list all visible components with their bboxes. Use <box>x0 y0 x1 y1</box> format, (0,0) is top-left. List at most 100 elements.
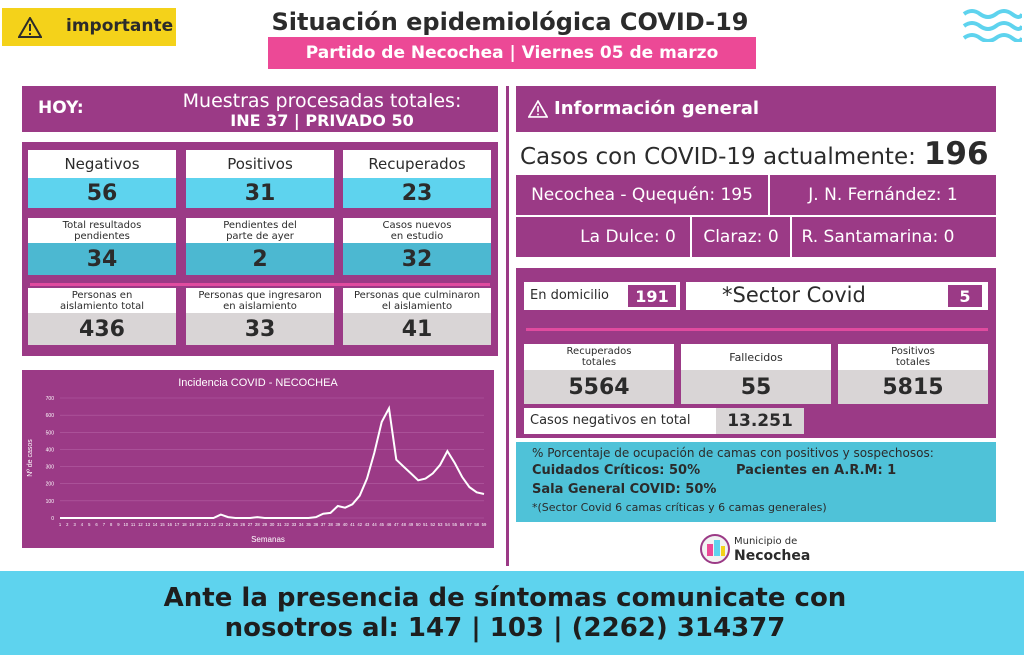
warning-icon <box>528 100 548 118</box>
chart-xtick-label: 10 <box>123 522 128 527</box>
chart-xtick-label: 24 <box>226 522 231 527</box>
chart-xtick-label: 4 <box>81 522 84 527</box>
hoy-panel: HOY: Muestras procesadas totales: INE 37… <box>22 86 498 132</box>
stat-ingresaron: Personas que ingresaron en aislamiento 3… <box>186 288 334 345</box>
muestras-values: INE 37 | PRIVADO 50 <box>230 111 414 130</box>
stat-value: 34 <box>28 243 176 275</box>
chart-xlabel: Semanas <box>251 535 285 544</box>
info-general-header: Información general <box>516 86 996 132</box>
chart-xtick-label: 44 <box>372 522 377 527</box>
stat-label-line: Pendientes del <box>223 219 297 231</box>
positivos-totales-label: Positivos totales <box>838 344 988 370</box>
chart-xtick-label: 40 <box>343 522 348 527</box>
positivos-totales-box: Positivos totales 5815 <box>838 344 988 404</box>
chart-grid <box>60 397 484 519</box>
stat-label-line: en aislamiento <box>223 300 297 312</box>
loc-necochea: Necochea - Quequén: 195 <box>531 185 753 205</box>
chart-xtick-label: 47 <box>394 522 399 527</box>
chart-xtick-label: 37 <box>321 522 326 527</box>
chart-ytick-label: 100 <box>46 499 55 505</box>
loc-santamarina: R. Santamarina: 0 <box>801 227 955 247</box>
stat-label-line: pendientes <box>74 230 130 242</box>
chart-xtick-label: 14 <box>153 522 158 527</box>
chart-xtick-label: 43 <box>365 522 370 527</box>
fallecidos-label: Fallecidos <box>729 350 783 364</box>
stat-value: 2 <box>186 243 334 275</box>
stat-negativos: Negativos 56 <box>28 150 176 208</box>
chart-xtick-label: 53 <box>438 522 443 527</box>
chart-xtick-label: 13 <box>145 522 150 527</box>
chart-xtick-label: 31 <box>277 522 282 527</box>
footer-line-2: nosotros al: 147 | 103 | (2262) 314377 <box>224 613 786 643</box>
footer-banner: Ante la presencia de síntomas comunicate… <box>0 571 1024 655</box>
chart-xtick-label: 23 <box>218 522 223 527</box>
chart-xtick-label: 38 <box>328 522 333 527</box>
chart-xtick-label: 50 <box>416 522 421 527</box>
chart-xtick-label: 28 <box>255 522 260 527</box>
page-subtitle: Partido de Necochea | Viernes 05 de marz… <box>268 37 756 69</box>
incidence-chart: Incidencia COVID - NECOCHEA Semanas Nº d… <box>22 370 494 548</box>
stat-label: Casos nuevos en estudio <box>343 218 491 243</box>
loc-separator <box>790 217 792 257</box>
ocupacion-title: % Porcentaje de ocupación de camas con p… <box>532 446 934 460</box>
chart-ytick-label: 200 <box>46 482 55 488</box>
chart-xtick-label: 48 <box>401 522 406 527</box>
stat-value: 56 <box>28 178 176 208</box>
chart-xtick-label: 20 <box>197 522 202 527</box>
chart-xtick-label: 58 <box>474 522 479 527</box>
sector-covid-note: *(Sector Covid 6 camas críticas y 6 cama… <box>532 501 827 514</box>
municipio-logo-icon <box>700 534 730 564</box>
chart-xtick-label: 5 <box>88 522 91 527</box>
chart-xtick-label: 55 <box>452 522 457 527</box>
chart-xtick-label: 15 <box>160 522 165 527</box>
chart-ytick-label: 400 <box>46 447 55 453</box>
recuperados-totales-label: Recuperados totales <box>524 344 674 370</box>
chart-xtick-label: 45 <box>379 522 384 527</box>
stat-label: Pendientes del parte de ayer <box>186 218 334 243</box>
loc-separator <box>516 215 996 217</box>
stats-panel: Negativos 56 Positivos 31 Recuperados 23… <box>22 142 498 356</box>
sala-general: Sala General COVID: 50% <box>532 482 717 497</box>
stat-label-line: aislamiento total <box>59 300 145 312</box>
stat-label-line: el aislamiento <box>381 300 453 312</box>
loc-fernandez: J. N. Fernández: 1 <box>808 185 958 205</box>
chart-xtick-label: 12 <box>138 522 143 527</box>
fallecidos-value: 55 <box>681 370 831 404</box>
stats-divider <box>30 283 490 286</box>
locality-panel: Necochea - Quequén: 195 J. N. Fernández:… <box>516 175 996 257</box>
negativos-total-value: 13.251 <box>716 408 804 434</box>
chart-xtick-label: 34 <box>299 522 304 527</box>
chart-xtick-label: 46 <box>387 522 392 527</box>
chart-xtick-label: 29 <box>262 522 267 527</box>
pacientes-arm: Pacientes en A.R.M: 1 <box>736 463 897 478</box>
importante-badge: importante <box>2 8 176 46</box>
stat-label: Personas que ingresaron en aislamiento <box>186 288 334 313</box>
column-divider <box>506 86 509 566</box>
chart-xtick-label: 27 <box>248 522 253 527</box>
stat-value: 23 <box>343 178 491 208</box>
chart-xtick-label: 39 <box>335 522 340 527</box>
positivos-totales-value: 5815 <box>838 370 988 404</box>
chart-xtick-label: 7 <box>103 522 106 527</box>
chart-xtick-label: 22 <box>211 522 216 527</box>
muestras-title: Muestras procesadas totales: <box>182 90 462 112</box>
chart-yticks: 0 100 200 300 400 500 600 700 <box>46 396 55 522</box>
chart-xtick-label: 33 <box>292 522 297 527</box>
stat-label-line: Casos nuevos <box>382 219 452 231</box>
loc-separator <box>690 217 692 257</box>
sector-covid-box: *Sector Covid 5 <box>686 282 988 310</box>
municipio-logo: Municipio de Necochea <box>700 532 820 568</box>
chart-ytick-label: 500 <box>46 430 55 436</box>
chart-xtick-label: 25 <box>233 522 238 527</box>
stat-total-pendientes: Total resultados pendientes 34 <box>28 218 176 275</box>
importante-label: importante <box>66 16 174 36</box>
stat-label: Positivos <box>186 150 334 178</box>
stat-casos-nuevos: Casos nuevos en estudio 32 <box>343 218 491 275</box>
label-line: totales <box>895 357 931 368</box>
stat-label: Negativos <box>28 150 176 178</box>
loc-dulce: La Dulce: 0 <box>580 227 676 247</box>
chart-xtick-label: 59 <box>482 522 487 527</box>
chart-xtick-label: 56 <box>460 522 465 527</box>
chart-ytick-label: 0 <box>51 516 54 522</box>
stat-value: 32 <box>343 243 491 275</box>
